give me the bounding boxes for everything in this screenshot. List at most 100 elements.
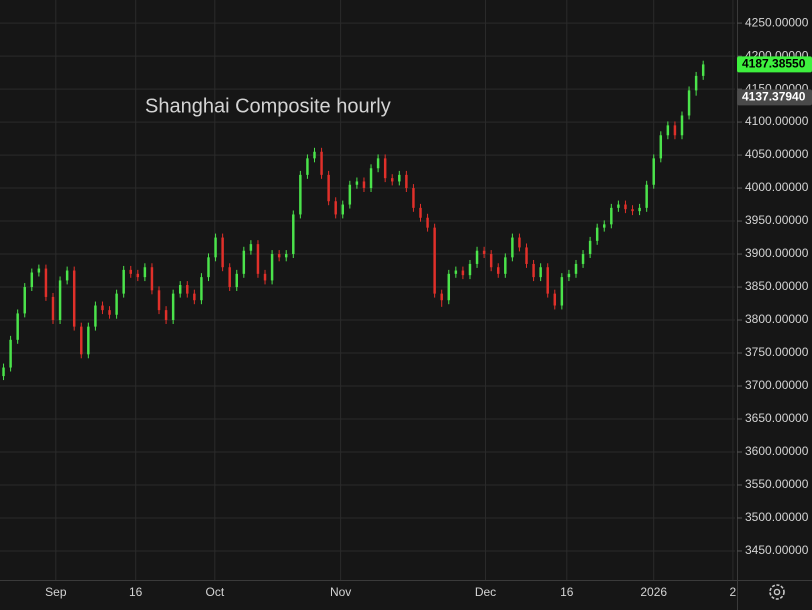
candle-body	[687, 90, 691, 116]
price-marker	[737, 56, 812, 73]
candle-body	[504, 257, 507, 274]
gear-center	[773, 588, 781, 596]
candle-body	[376, 158, 380, 169]
candle-body	[617, 204, 620, 208]
candle-body	[193, 293, 196, 301]
y-tick-label: 3450.00000	[745, 543, 809, 557]
candle-body	[362, 181, 366, 189]
candle-body	[461, 270, 465, 276]
candle-body	[186, 285, 189, 294]
candle-body	[369, 168, 373, 189]
candle-body	[440, 293, 443, 301]
y-tick-label: 3650.00000	[745, 411, 809, 425]
candle-body	[355, 181, 359, 185]
candle-body	[405, 174, 408, 189]
candle-body	[44, 268, 48, 297]
x-tick-label: Oct	[206, 585, 225, 599]
candle-body	[581, 254, 585, 264]
y-tick-label: 3700.00000	[745, 378, 809, 392]
candle-body	[390, 178, 394, 182]
candle-body	[263, 273, 267, 281]
x-tick-label: Nov	[330, 585, 351, 599]
candle-body	[574, 263, 578, 274]
x-tick-label: Dec	[475, 585, 496, 599]
candle-body	[673, 125, 677, 136]
candle-body	[249, 244, 253, 251]
candle-body	[567, 273, 571, 278]
candle-body	[454, 270, 458, 274]
candle-body	[207, 257, 210, 278]
candle-body	[2, 367, 5, 377]
candle-body	[214, 237, 217, 258]
candle-body	[58, 280, 62, 321]
x-tick-label: 16	[560, 585, 574, 599]
candle-body	[80, 326, 83, 355]
candle-body	[23, 287, 26, 314]
y-tick-label: 4000.00000	[745, 180, 809, 194]
candle-body	[426, 217, 429, 228]
candle-body	[136, 273, 140, 278]
candle-body	[178, 285, 182, 294]
x-tick-label: Sep	[45, 585, 67, 599]
candle-body	[701, 64, 705, 76]
candle-body	[666, 125, 670, 136]
x-tick-label: 2	[730, 585, 737, 599]
candle-body	[101, 305, 104, 311]
candle-body	[87, 326, 90, 355]
y-tick-label: 3600.00000	[745, 444, 809, 458]
candle-body	[284, 254, 288, 258]
candle-body	[200, 277, 203, 301]
candle-body	[157, 290, 161, 311]
chart-annotation: Shanghai Composite hourly	[145, 95, 391, 117]
candle-body	[94, 305, 97, 327]
price-marker	[737, 89, 812, 106]
candle-body	[235, 273, 238, 288]
candle-body	[497, 267, 500, 274]
candle-body	[546, 267, 549, 294]
candle-body	[603, 224, 606, 228]
x-tick-label: 16	[129, 585, 143, 599]
candle-body	[412, 188, 415, 208]
candle-body	[525, 247, 528, 264]
candle-body	[645, 184, 648, 208]
candle-body	[433, 227, 436, 294]
candle-body	[638, 207, 641, 212]
candle-body	[489, 254, 493, 268]
y-tick-label: 3750.00000	[745, 345, 809, 359]
candle-body	[313, 151, 316, 159]
gear-outline	[769, 584, 785, 600]
y-tick-label: 3500.00000	[745, 510, 809, 524]
candle-body	[65, 270, 69, 281]
candle-body	[299, 174, 302, 215]
candle-body	[659, 135, 663, 159]
candle-body	[468, 263, 472, 276]
candle-body	[482, 250, 486, 255]
candle-body	[72, 270, 76, 327]
candle-body	[122, 269, 125, 294]
candle-body	[30, 272, 34, 288]
candle-body	[631, 209, 634, 212]
candle-body	[327, 174, 330, 202]
candle-body	[143, 267, 147, 278]
candle-body	[277, 254, 281, 258]
candle-body	[9, 339, 12, 368]
candle-body	[108, 310, 111, 315]
candle-body	[270, 254, 274, 281]
candle-body	[256, 244, 260, 274]
y-tick-label: 3900.00000	[745, 246, 809, 260]
settings-icon[interactable]	[769, 584, 785, 600]
candle-body	[348, 184, 352, 205]
candle-body	[539, 267, 542, 278]
candle-body	[652, 158, 655, 185]
candle-body	[37, 268, 41, 273]
candle-body	[341, 204, 345, 215]
y-tick-label: 4250.00000	[745, 15, 809, 29]
y-tick-label: 4050.00000	[745, 147, 809, 161]
candle-body	[51, 296, 55, 321]
candle-body	[320, 151, 323, 175]
candle-body	[164, 310, 168, 321]
candle-body	[518, 237, 521, 248]
y-tick-label: 3850.00000	[745, 279, 809, 293]
candle-body	[595, 227, 599, 241]
x-tick-label: 2026	[640, 585, 667, 599]
